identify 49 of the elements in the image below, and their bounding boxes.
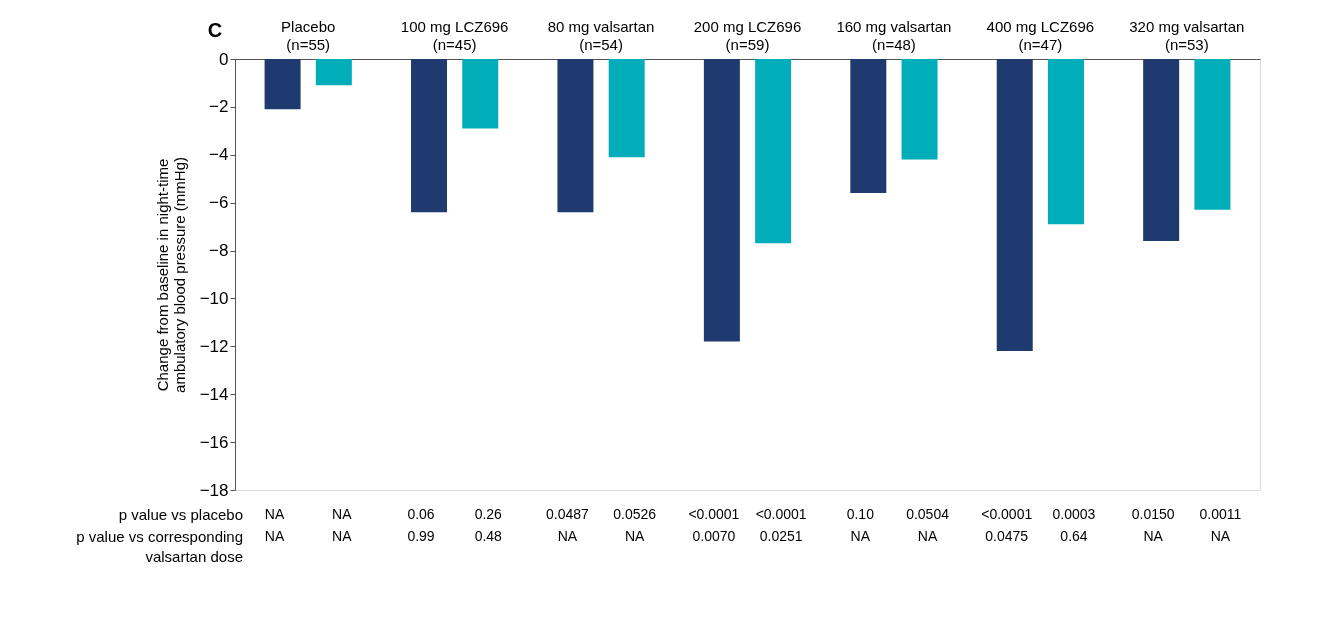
text: 0.26 (474, 506, 503, 522)
text: NA (1143, 528, 1164, 544)
text: 0.0011 (1199, 506, 1242, 522)
y-tick-label: −18 (199, 480, 229, 500)
text: <0.0001 (688, 506, 740, 522)
text: p value vs corresponding valsartan dose (76, 528, 243, 565)
x-tick-label: 160 mg valsartan (n=48) (836, 18, 952, 53)
text: 0.0003 (1052, 506, 1096, 522)
y-tick-label: −4 (209, 145, 229, 165)
text: 0.99 (407, 528, 435, 544)
text: NA (1210, 528, 1231, 544)
x-tick-label: 200 mg LCZ696 (n=59) (693, 18, 802, 53)
text: p value vs placebo (118, 506, 243, 523)
y-tick-label: −6 (209, 193, 229, 213)
text: NA (332, 506, 353, 522)
text: NA (264, 528, 285, 544)
text: 0.0475 (985, 528, 1029, 544)
text: 0.06 (407, 506, 435, 522)
text: 0.48 (474, 528, 503, 544)
y-tick-label: −8 (209, 241, 229, 261)
x-tick-label: Placebo (n=55) (281, 18, 336, 53)
text: NA (332, 528, 353, 544)
text: NA (557, 528, 578, 544)
y-tick-label: −10 (199, 288, 229, 308)
text: 0.0504 (906, 506, 950, 522)
text: 0.0150 (1131, 506, 1175, 522)
text: 0.10 (846, 506, 875, 522)
y-axis-title: Change from baseline in night-time ambulatory blood pressure (mmHg) (153, 157, 188, 393)
chart-title: C (207, 19, 223, 41)
text: 0.0251 (759, 528, 803, 544)
text: <0.0001 (755, 506, 807, 522)
text: 0.0487 (546, 506, 590, 522)
text: NA (850, 528, 871, 544)
x-tick-label: 100 mg LCZ696 (n=45) (400, 18, 509, 53)
text: NA (917, 528, 938, 544)
text: NA (264, 506, 285, 522)
y-tick-label: −2 (209, 97, 229, 117)
text: 0.0070 (692, 528, 736, 544)
text: 0.64 (1060, 528, 1088, 544)
text: 0.0526 (613, 506, 657, 522)
y-tick-label: −14 (199, 384, 229, 404)
x-tick-label: 320 mg valsartan (n=53) (1129, 18, 1245, 53)
x-tick-label: 400 mg LCZ696 (n=47) (986, 18, 1095, 53)
y-tick-label: −16 (199, 432, 229, 452)
x-tick-label: 80 mg valsartan (n=54) (547, 18, 655, 53)
text: <0.0001 (981, 506, 1033, 522)
y-tick-label: −12 (199, 336, 229, 356)
text: NA (624, 528, 646, 544)
y-tick-label: 0 (219, 49, 229, 69)
